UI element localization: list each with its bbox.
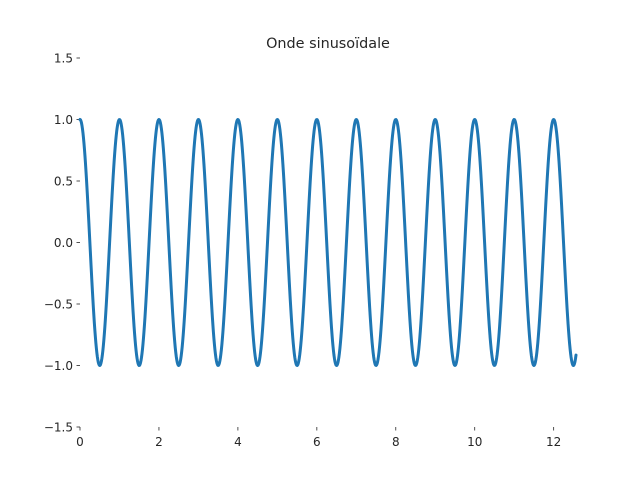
chart-title: Onde sinusoïdale	[266, 36, 390, 52]
x-axis: 0 2 4 6 8 10 12	[76, 427, 561, 449]
x-tick-label: 12	[546, 435, 561, 449]
x-tick-label: 4	[234, 435, 242, 449]
y-axis: 1.5 1.0 0.5 0.0 −0.5 −1.0 −1.5	[44, 52, 80, 435]
sine-wave-series-line	[78, 118, 578, 367]
y-tick-label: 0.5	[54, 175, 73, 189]
y-tick-label: −1.5	[44, 421, 73, 435]
y-tick-label: −1.0	[44, 359, 73, 373]
y-tick-label: 0.0	[54, 236, 73, 250]
x-tick-label: 10	[467, 435, 482, 449]
x-tick-label: 8	[392, 435, 400, 449]
y-tick-label: 1.5	[54, 52, 73, 66]
x-tick-label: 2	[155, 435, 163, 449]
y-tick-label: −0.5	[44, 298, 73, 312]
x-tick-label: 6	[313, 435, 321, 449]
y-tick-label: 1.0	[54, 113, 73, 127]
x-tick-label: 0	[76, 435, 84, 449]
